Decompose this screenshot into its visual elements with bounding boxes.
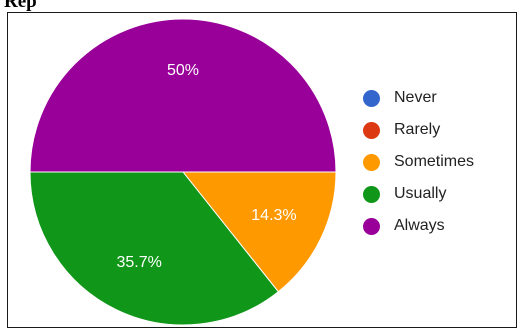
slice-label-always: 50% <box>167 62 199 79</box>
legend-swatch-rarely <box>363 121 380 139</box>
legend-label-usually: Usually <box>394 185 447 202</box>
legend-item-rarely: Rarely <box>363 114 513 146</box>
legend-item-never: Never <box>363 82 513 114</box>
slice-label-usually: 35.7% <box>116 254 161 271</box>
legend-item-always: Always <box>363 210 513 242</box>
legend-label-always: Always <box>394 217 445 234</box>
pie-slice-usually <box>29 171 279 326</box>
pie-slice-labels: 50% 14.3% 35.7% <box>116 62 296 271</box>
legend-swatch-always <box>363 217 380 235</box>
legend-item-usually: Usually <box>363 178 513 210</box>
legend-label-rarely: Rarely <box>394 121 441 138</box>
legend-swatch-sometimes <box>363 153 380 171</box>
chart-legend: Never Rarely Sometimes Usually Always <box>363 82 513 242</box>
clipped-heading-fragment: Rep <box>0 0 527 12</box>
pie-slices <box>29 18 337 326</box>
slice-label-sometimes: 14.3% <box>251 207 296 224</box>
legend-label-never: Never <box>394 89 437 106</box>
clipped-heading-text: Rep <box>4 0 37 12</box>
legend-swatch-never <box>363 89 380 107</box>
pie-chart: 50% 14.3% 35.7% <box>29 18 337 326</box>
pie-slice-always <box>29 18 337 173</box>
pie-chart-frame: 50% 14.3% 35.7% Never Rarely Sometimes Usu… <box>7 12 517 328</box>
legend-item-sometimes: Sometimes <box>363 146 513 178</box>
legend-label-sometimes: Sometimes <box>394 153 475 170</box>
legend-swatch-usually <box>363 185 380 203</box>
pie-slice-sometimes <box>181 171 337 293</box>
